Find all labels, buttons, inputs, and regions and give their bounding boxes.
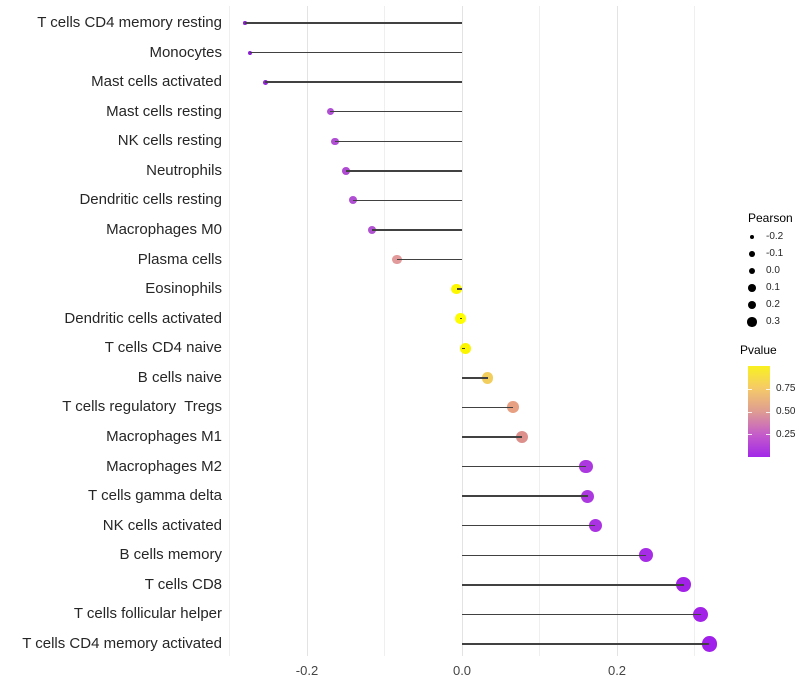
lollipop-dot [326, 108, 334, 116]
category-label: Macrophages M2 [106, 457, 222, 475]
lollipop-stem [462, 465, 586, 468]
pearson-size-legend-title: Pearson [748, 211, 793, 225]
pearson-legend-label: 0.2 [766, 299, 780, 310]
colorbar-tick [766, 388, 770, 390]
lollipop-stem [462, 347, 466, 350]
gridline-major [461, 6, 463, 656]
category-label: Plasma cells [137, 250, 222, 268]
category-label: B cells memory [119, 546, 222, 564]
lollipop-stem [462, 613, 701, 616]
lollipop-dot [459, 342, 471, 354]
lollipop-dot [701, 636, 717, 652]
lollipop-stem [352, 199, 462, 202]
gridline-minor [229, 6, 230, 656]
lollipop-stem [460, 317, 462, 320]
colorbar-tick [748, 411, 752, 413]
pearson-legend-label: 0.3 [766, 316, 780, 327]
lollipop-stem [462, 406, 514, 409]
x-tick-label: 0.2 [607, 663, 627, 678]
pearson-legend-dot [747, 300, 757, 310]
category-label: NK cells resting [117, 132, 222, 150]
category-label: T cells regulatory Tregs [62, 398, 222, 416]
gridline-minor [694, 6, 695, 656]
gridline-minor [539, 6, 540, 656]
lollipop-stem [372, 229, 462, 231]
colorbar-tick-label: 0.75 [776, 383, 796, 395]
lollipop-stem [245, 22, 462, 24]
pearson-legend-label: 0.0 [766, 265, 780, 276]
category-label: Dendritic cells activated [64, 309, 222, 327]
lollipop-stem [462, 643, 710, 645]
lollipop-stem [462, 584, 684, 586]
category-label: T cells CD8 [144, 576, 222, 594]
category-label: T cells gamma delta [88, 487, 222, 505]
pearson-legend-dot [748, 267, 756, 275]
x-tick-label: -0.2 [295, 663, 319, 678]
category-label: Eosinophils [145, 280, 222, 298]
pvalue-colorbar [748, 366, 770, 457]
pearson-legend-dot [749, 234, 755, 240]
lollipop-dot [331, 137, 339, 145]
colorbar-tick [766, 411, 770, 413]
category-label: Macrophages M0 [106, 221, 222, 239]
pearson-legend-label: 0.1 [766, 282, 780, 293]
pearson-legend-label: -0.1 [766, 248, 784, 259]
category-label: B cells naive [137, 369, 222, 387]
pvalue-color-legend-title: Pvalue [740, 343, 777, 357]
lollipop-dot [341, 166, 350, 175]
category-label: T cells CD4 memory resting [37, 14, 222, 32]
colorbar-tick [748, 388, 752, 390]
category-label: T cells CD4 memory activated [22, 635, 222, 653]
pearson-legend-label: -0.2 [766, 231, 784, 242]
lollipop-dot [507, 401, 520, 414]
category-label: Macrophages M1 [106, 428, 222, 446]
lollipop-dot [262, 79, 268, 85]
colorbar-tick-label: 0.50 [776, 406, 796, 417]
colorbar-tick [748, 434, 752, 436]
lollipop-stem [396, 258, 462, 261]
lollipop-stem [334, 140, 462, 143]
lollipop-dot [693, 606, 709, 622]
colorbar-tick [766, 434, 770, 436]
lollipop-stem [265, 81, 462, 83]
colorbar-tick-label: 0.25 [776, 428, 796, 440]
category-label: T cells follicular helper [73, 605, 222, 623]
lollipop-stem [456, 288, 462, 290]
lollipop-stem [462, 495, 588, 497]
lollipop-dot [676, 577, 692, 593]
x-tick-label: 0.0 [452, 663, 472, 678]
lollipop-dot [481, 372, 494, 384]
category-label: NK cells activated [102, 516, 222, 534]
lollipop-stem [345, 170, 462, 172]
pearson-legend-dot [749, 251, 755, 257]
lollipop-dot [243, 21, 247, 25]
category-label: Dendritic cells resting [79, 191, 222, 209]
lollipop-stem [250, 51, 462, 54]
category-label: Mast cells activated [91, 73, 222, 91]
gridline-major [306, 6, 308, 656]
pearson-legend-dot [748, 284, 756, 292]
category-label: T cells CD4 naive [104, 339, 222, 357]
gridline-major [616, 6, 618, 656]
lollipop-stem [330, 110, 462, 113]
lollipop-stem [462, 436, 522, 438]
lollipop-dot [455, 313, 466, 325]
category-label: Neutrophils [146, 162, 222, 180]
lollipop-stem [462, 524, 596, 527]
category-label: Monocytes [149, 43, 222, 61]
category-label: Mast cells resting [106, 102, 222, 120]
pearson-legend-dot [747, 317, 757, 327]
gridline-minor [384, 6, 385, 656]
lollipop-stem [462, 554, 646, 557]
lollipop-dot [348, 196, 357, 205]
lollipop-stem [462, 377, 488, 379]
